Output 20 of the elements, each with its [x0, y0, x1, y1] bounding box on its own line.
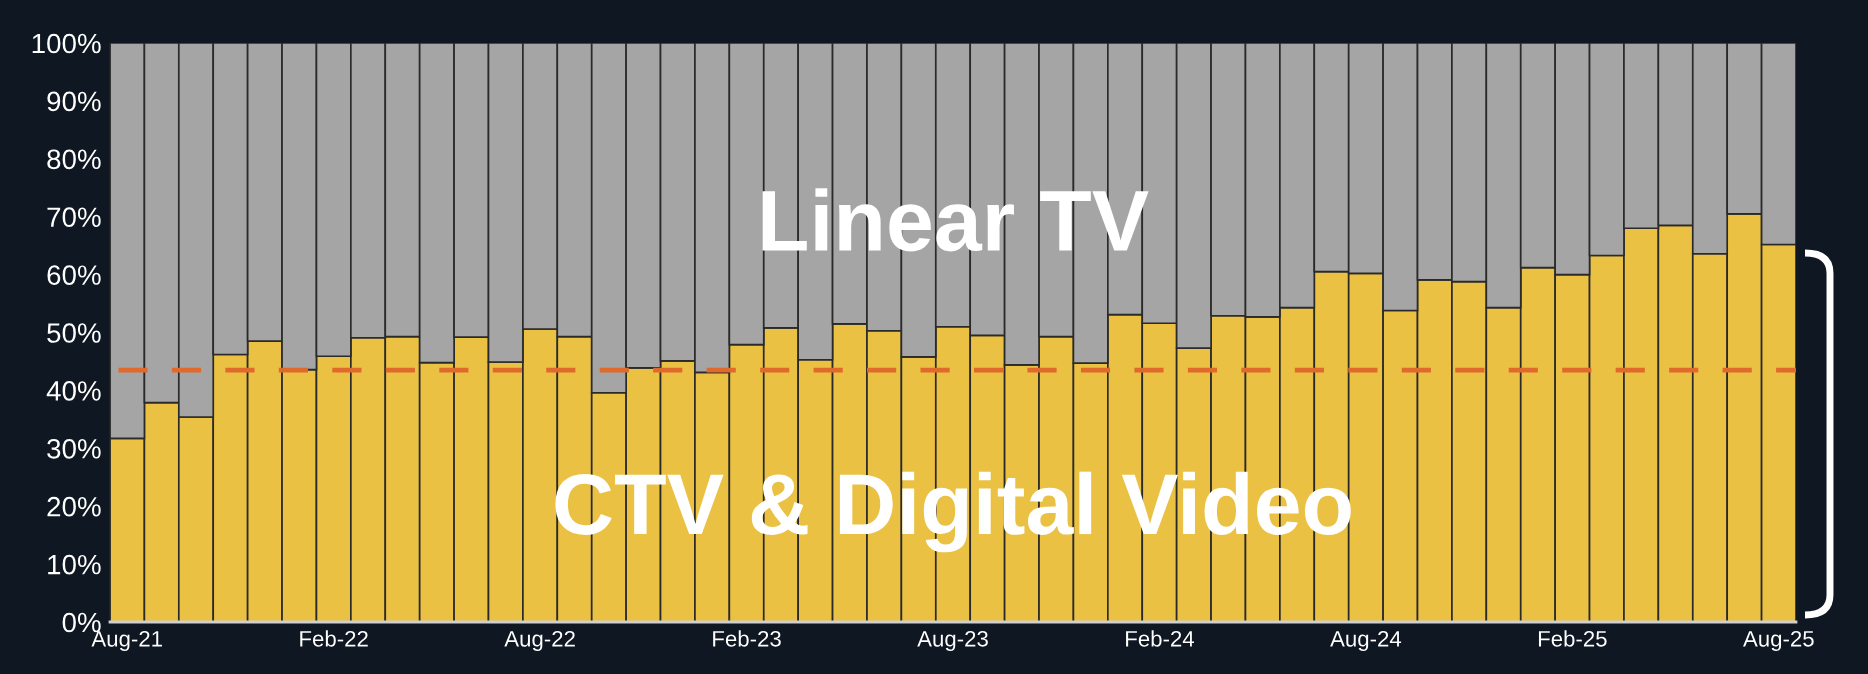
y-tick-label: 50% [47, 323, 101, 343]
y-tick-label: 60% [47, 265, 101, 285]
x-tick-label: Aug-21 [91, 630, 162, 652]
x-tick-label: Feb-23 [713, 630, 781, 647]
x-tick-label: Feb-22 [300, 630, 368, 647]
y-tick-label: 90% [47, 91, 101, 112]
x-tick-label: Aug-22 [504, 630, 575, 652]
y-tick-label: 100% [32, 33, 101, 54]
x-tick-label: Aug-23 [917, 630, 988, 652]
y-tick-label: 40% [46, 381, 101, 401]
x-tick-label: Feb-25 [1538, 630, 1607, 647]
y-tick-label: 30% [47, 438, 101, 459]
y-tick-label: 80% [47, 149, 101, 170]
y-tick-label: 0% [62, 612, 101, 633]
y-tick-label: 10% [48, 554, 101, 575]
y-tick-label: 20% [47, 496, 101, 517]
y-tick-label: 70% [47, 207, 101, 228]
x-tick-label: Feb-24 [1126, 630, 1195, 647]
x-tick-label: Aug-25 [1743, 630, 1814, 652]
x-tick-label: Aug-24 [1330, 630, 1402, 652]
